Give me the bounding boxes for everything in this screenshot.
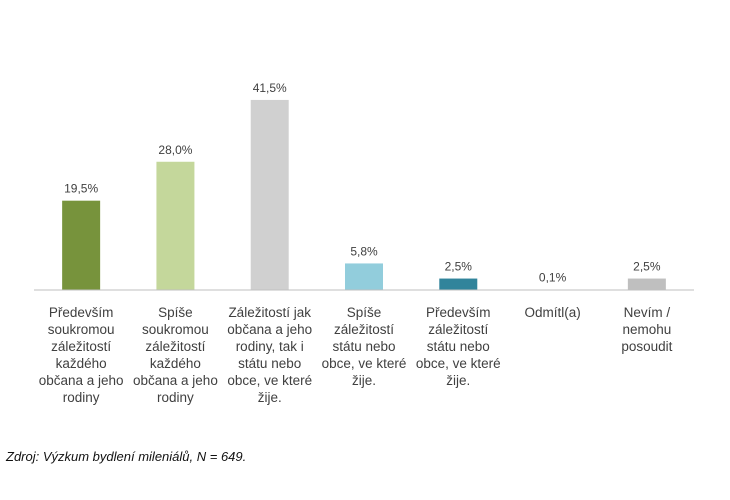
category-label-5-line-2: záležitostí [428, 322, 488, 337]
category-label-3: Záležitostí jak občana a jeho rodiny, tak … [227, 305, 312, 405]
data-label-7: 2,5% [633, 260, 661, 274]
category-label-4-line-2: záležitostí [334, 322, 394, 337]
category-label-2-line-3: záležitostí [145, 339, 205, 354]
category-label-1-line-3: záležitostí [51, 339, 111, 354]
category-label-3-line-1: Záležitostí jak [228, 305, 311, 320]
category-label-4: Spíše záležitostí státu nebo obce, ve které… [322, 305, 407, 388]
category-label-2-line-4: každého [150, 356, 201, 371]
category-label-7-line-1: Nevím / [624, 305, 671, 320]
category-label-1-line-1: Především [49, 305, 114, 320]
bar-2 [156, 161, 195, 290]
category-label-7-line-2: nemohu [622, 322, 671, 337]
category-label-1-line-5: občana a jeho [39, 373, 124, 388]
category-label-5-line-1: Především [426, 305, 491, 320]
category-label-3-line-4: státu nebo [238, 356, 301, 371]
bar-5 [439, 278, 478, 290]
category-label-6-line-1: Odmítl(a) [524, 305, 580, 320]
data-label-2: 28,0% [158, 143, 192, 157]
category-label-4-line-1: Spíše [347, 305, 382, 320]
data-label-6: 0,1% [539, 271, 567, 285]
category-label-6: Odmítl(a) [524, 305, 580, 320]
category-label-5-line-3: státu nebo [427, 339, 490, 354]
category-label-2-line-2: soukromou [142, 322, 209, 337]
category-label-3-line-6: žije. [258, 390, 282, 405]
bar-1 [62, 200, 101, 290]
bar-7 [627, 278, 666, 290]
category-label-3-line-3: rodiny, tak i [236, 339, 304, 354]
data-label-4: 5,8% [350, 244, 378, 258]
category-label-5: Především záležitostí státu nebo obce, ve k… [416, 305, 501, 388]
category-label-1-line-6: rodiny [63, 390, 100, 405]
category-label-2: Spíše soukromou záležitostí každého občana a… [133, 305, 218, 405]
category-label-2-line-6: rodiny [157, 390, 194, 405]
category-label-7-line-3: posoudit [621, 339, 672, 354]
category-label-3-line-5: obce, ve které [227, 373, 312, 388]
source-note: Zdroj: Výzkum bydlení mileniálů, N = 649… [6, 449, 247, 464]
category-label-4-line-4: obce, ve které [322, 356, 407, 371]
category-label-2-line-1: Spíše [158, 305, 193, 320]
category-label-4-line-5: žije. [352, 373, 376, 388]
category-label-5-line-5: žije. [446, 373, 470, 388]
category-label-5-line-4: obce, ve které [416, 356, 501, 371]
category-label-1-line-2: soukromou [48, 322, 115, 337]
bar-3 [250, 99, 289, 291]
data-label-1: 19,5% [64, 182, 98, 196]
category-label-1: Především soukromou záležitostí každého obča… [39, 305, 124, 405]
data-label-3: 41,5% [253, 81, 287, 95]
category-label-1-line-4: každého [56, 356, 107, 371]
category-label-7: Nevím / nemohu posoudit [621, 305, 672, 354]
bar-4 [345, 263, 383, 290]
category-label-2-line-5: občana a jeho [133, 373, 218, 388]
category-label-4-line-3: státu nebo [332, 339, 395, 354]
bar-chart: 19,5% Především soukromou záležitostí každéh… [34, 81, 694, 405]
data-label-5: 2,5% [445, 260, 473, 274]
category-label-3-line-2: občana a jeho [227, 322, 312, 337]
